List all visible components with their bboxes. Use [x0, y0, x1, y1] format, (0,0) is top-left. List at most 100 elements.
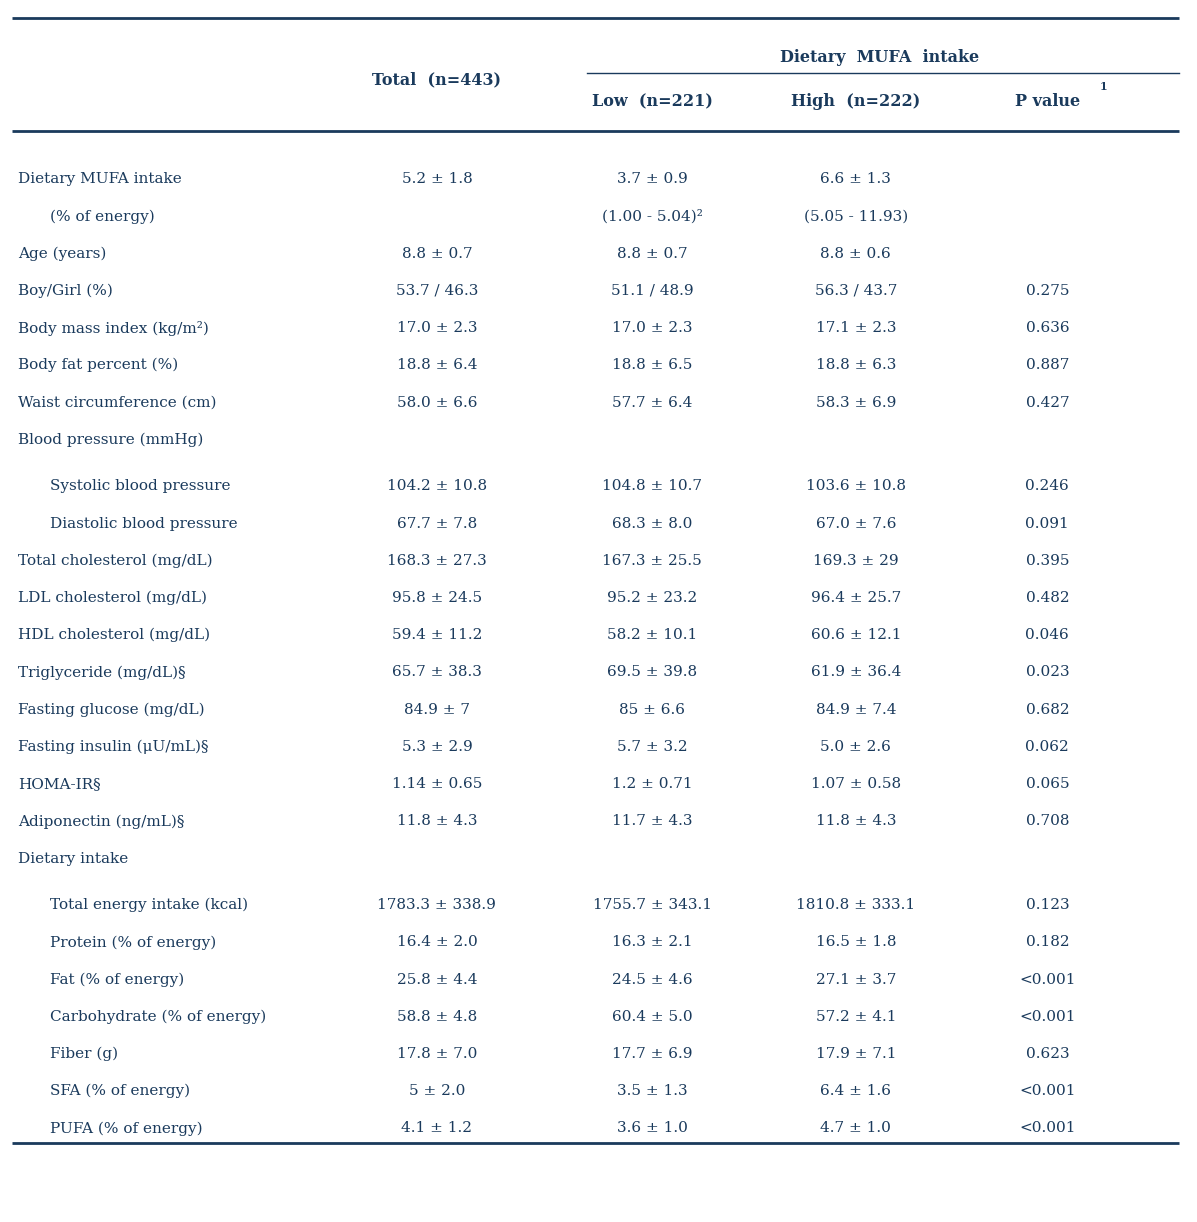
Text: 1755.7 ± 343.1: 1755.7 ± 343.1	[593, 898, 712, 912]
Text: 3.7 ± 0.9: 3.7 ± 0.9	[616, 172, 688, 186]
Text: 17.0 ± 2.3: 17.0 ± 2.3	[612, 321, 693, 335]
Text: LDL cholesterol (mg/dL): LDL cholesterol (mg/dL)	[18, 590, 207, 605]
Text: 68.3 ± 8.0: 68.3 ± 8.0	[612, 517, 693, 530]
Text: 57.7 ± 6.4: 57.7 ± 6.4	[612, 396, 693, 409]
Text: 0.091: 0.091	[1026, 517, 1069, 530]
Text: HDL cholesterol (mg/dL): HDL cholesterol (mg/dL)	[18, 628, 211, 643]
Text: 8.8 ± 0.7: 8.8 ± 0.7	[401, 247, 473, 260]
Text: HOMA-IR§: HOMA-IR§	[18, 777, 101, 791]
Text: 67.7 ± 7.8: 67.7 ± 7.8	[396, 517, 478, 530]
Text: 84.9 ± 7.4: 84.9 ± 7.4	[815, 703, 897, 716]
Text: 27.1 ± 3.7: 27.1 ± 3.7	[815, 973, 897, 986]
Text: 104.8 ± 10.7: 104.8 ± 10.7	[602, 479, 703, 494]
Text: 1.07 ± 0.58: 1.07 ± 0.58	[810, 777, 901, 791]
Text: 58.3 ± 6.9: 58.3 ± 6.9	[815, 396, 897, 409]
Text: 5.2 ± 1.8: 5.2 ± 1.8	[401, 172, 473, 186]
Text: 0.623: 0.623	[1026, 1047, 1069, 1061]
Text: Fasting glucose (mg/dL): Fasting glucose (mg/dL)	[18, 703, 205, 717]
Text: Protein (% of energy): Protein (% of energy)	[50, 935, 217, 949]
Text: (% of energy): (% of energy)	[50, 209, 156, 224]
Text: 18.8 ± 6.5: 18.8 ± 6.5	[612, 358, 693, 373]
Text: 24.5 ± 4.6: 24.5 ± 4.6	[612, 973, 693, 986]
Text: 5.0 ± 2.6: 5.0 ± 2.6	[820, 739, 892, 754]
Text: Waist circumference (cm): Waist circumference (cm)	[18, 396, 217, 409]
Text: 18.8 ± 6.3: 18.8 ± 6.3	[815, 358, 897, 373]
Text: 11.7 ± 4.3: 11.7 ± 4.3	[612, 814, 693, 829]
Text: Triglyceride (mg/dL)§: Triglyceride (mg/dL)§	[18, 665, 186, 679]
Text: 17.9 ± 7.1: 17.9 ± 7.1	[815, 1047, 897, 1061]
Text: 0.123: 0.123	[1026, 898, 1069, 912]
Text: Carbohydrate (% of energy): Carbohydrate (% of energy)	[50, 1009, 267, 1024]
Text: Body fat percent (%): Body fat percent (%)	[18, 358, 178, 373]
Text: 16.5 ± 1.8: 16.5 ± 1.8	[815, 935, 897, 949]
Text: Low  (n=221): Low (n=221)	[593, 93, 712, 110]
Text: P value: P value	[1015, 93, 1080, 110]
Text: 67.0 ± 7.6: 67.0 ± 7.6	[815, 517, 897, 530]
Text: 57.2 ± 4.1: 57.2 ± 4.1	[815, 1009, 897, 1024]
Text: 16.3 ± 2.1: 16.3 ± 2.1	[612, 935, 693, 949]
Text: 103.6 ± 10.8: 103.6 ± 10.8	[806, 479, 906, 494]
Text: 8.8 ± 0.7: 8.8 ± 0.7	[616, 247, 688, 260]
Text: <0.001: <0.001	[1019, 1009, 1076, 1024]
Text: Blood pressure (mmHg): Blood pressure (mmHg)	[18, 433, 203, 447]
Text: Fat (% of energy): Fat (% of energy)	[50, 973, 184, 986]
Text: 17.1 ± 2.3: 17.1 ± 2.3	[815, 321, 897, 335]
Text: 11.8 ± 4.3: 11.8 ± 4.3	[815, 814, 897, 829]
Text: 60.4 ± 5.0: 60.4 ± 5.0	[612, 1009, 693, 1024]
Text: (1.00 - 5.04)²: (1.00 - 5.04)²	[602, 209, 703, 224]
Text: 85 ± 6.6: 85 ± 6.6	[619, 703, 686, 716]
Text: 1: 1	[1100, 81, 1107, 93]
Text: 0.427: 0.427	[1026, 396, 1069, 409]
Text: 61.9 ± 36.4: 61.9 ± 36.4	[810, 666, 901, 679]
Text: 1.14 ± 0.65: 1.14 ± 0.65	[391, 777, 482, 791]
Text: 169.3 ± 29: 169.3 ± 29	[813, 554, 899, 568]
Text: 17.7 ± 6.9: 17.7 ± 6.9	[612, 1047, 693, 1061]
Text: 0.708: 0.708	[1026, 814, 1069, 829]
Text: 25.8 ± 4.4: 25.8 ± 4.4	[396, 973, 478, 986]
Text: Dietary  MUFA  intake: Dietary MUFA intake	[780, 49, 979, 66]
Text: Dietary intake: Dietary intake	[18, 852, 128, 865]
Text: 0.046: 0.046	[1026, 628, 1069, 643]
Text: 1.2 ± 0.71: 1.2 ± 0.71	[612, 777, 693, 791]
Text: 18.8 ± 6.4: 18.8 ± 6.4	[396, 358, 478, 373]
Text: 58.2 ± 10.1: 58.2 ± 10.1	[607, 628, 698, 643]
Text: 6.4 ± 1.6: 6.4 ± 1.6	[820, 1084, 892, 1099]
Text: 0.395: 0.395	[1026, 554, 1069, 568]
Text: 6.6 ± 1.3: 6.6 ± 1.3	[820, 172, 892, 186]
Text: 3.5 ± 1.3: 3.5 ± 1.3	[616, 1084, 688, 1099]
Text: 168.3 ± 27.3: 168.3 ± 27.3	[387, 554, 487, 568]
Text: 95.2 ± 23.2: 95.2 ± 23.2	[607, 591, 698, 605]
Text: 104.2 ± 10.8: 104.2 ± 10.8	[387, 479, 487, 494]
Text: 17.8 ± 7.0: 17.8 ± 7.0	[396, 1047, 478, 1061]
Text: (5.05 - 11.93): (5.05 - 11.93)	[803, 209, 909, 224]
Text: 53.7 / 46.3: 53.7 / 46.3	[396, 284, 478, 298]
Text: 8.8 ± 0.6: 8.8 ± 0.6	[820, 247, 892, 260]
Text: Adiponectin (ng/mL)§: Adiponectin (ng/mL)§	[18, 814, 184, 829]
Text: 0.682: 0.682	[1026, 703, 1069, 716]
Text: 51.1 / 48.9: 51.1 / 48.9	[610, 284, 694, 298]
Text: 167.3 ± 25.5: 167.3 ± 25.5	[602, 554, 703, 568]
Text: Diastolic blood pressure: Diastolic blood pressure	[50, 517, 238, 530]
Text: 0.065: 0.065	[1026, 777, 1069, 791]
Text: 17.0 ± 2.3: 17.0 ± 2.3	[396, 321, 478, 335]
Text: 0.246: 0.246	[1026, 479, 1069, 494]
Text: 5 ± 2.0: 5 ± 2.0	[408, 1084, 466, 1099]
Text: 5.3 ± 2.9: 5.3 ± 2.9	[401, 739, 473, 754]
Text: Fiber (g): Fiber (g)	[50, 1047, 119, 1061]
Text: 84.9 ± 7: 84.9 ± 7	[403, 703, 470, 716]
Text: 95.8 ± 24.5: 95.8 ± 24.5	[391, 591, 482, 605]
Text: 56.3 / 43.7: 56.3 / 43.7	[815, 284, 897, 298]
Text: Body mass index (kg/m²): Body mass index (kg/m²)	[18, 320, 208, 336]
Text: PUFA (% of energy): PUFA (% of energy)	[50, 1122, 203, 1135]
Text: 65.7 ± 38.3: 65.7 ± 38.3	[391, 666, 482, 679]
Text: 0.482: 0.482	[1026, 591, 1069, 605]
Text: 60.6 ± 12.1: 60.6 ± 12.1	[810, 628, 901, 643]
Text: <0.001: <0.001	[1019, 973, 1076, 986]
Text: 5.7 ± 3.2: 5.7 ± 3.2	[616, 739, 688, 754]
Text: 4.7 ± 1.0: 4.7 ± 1.0	[820, 1122, 892, 1135]
Text: Dietary MUFA intake: Dietary MUFA intake	[18, 172, 182, 186]
Text: 58.8 ± 4.8: 58.8 ± 4.8	[396, 1009, 478, 1024]
Text: 0.887: 0.887	[1026, 358, 1069, 373]
Text: <0.001: <0.001	[1019, 1122, 1076, 1135]
Text: High  (n=222): High (n=222)	[791, 93, 920, 110]
